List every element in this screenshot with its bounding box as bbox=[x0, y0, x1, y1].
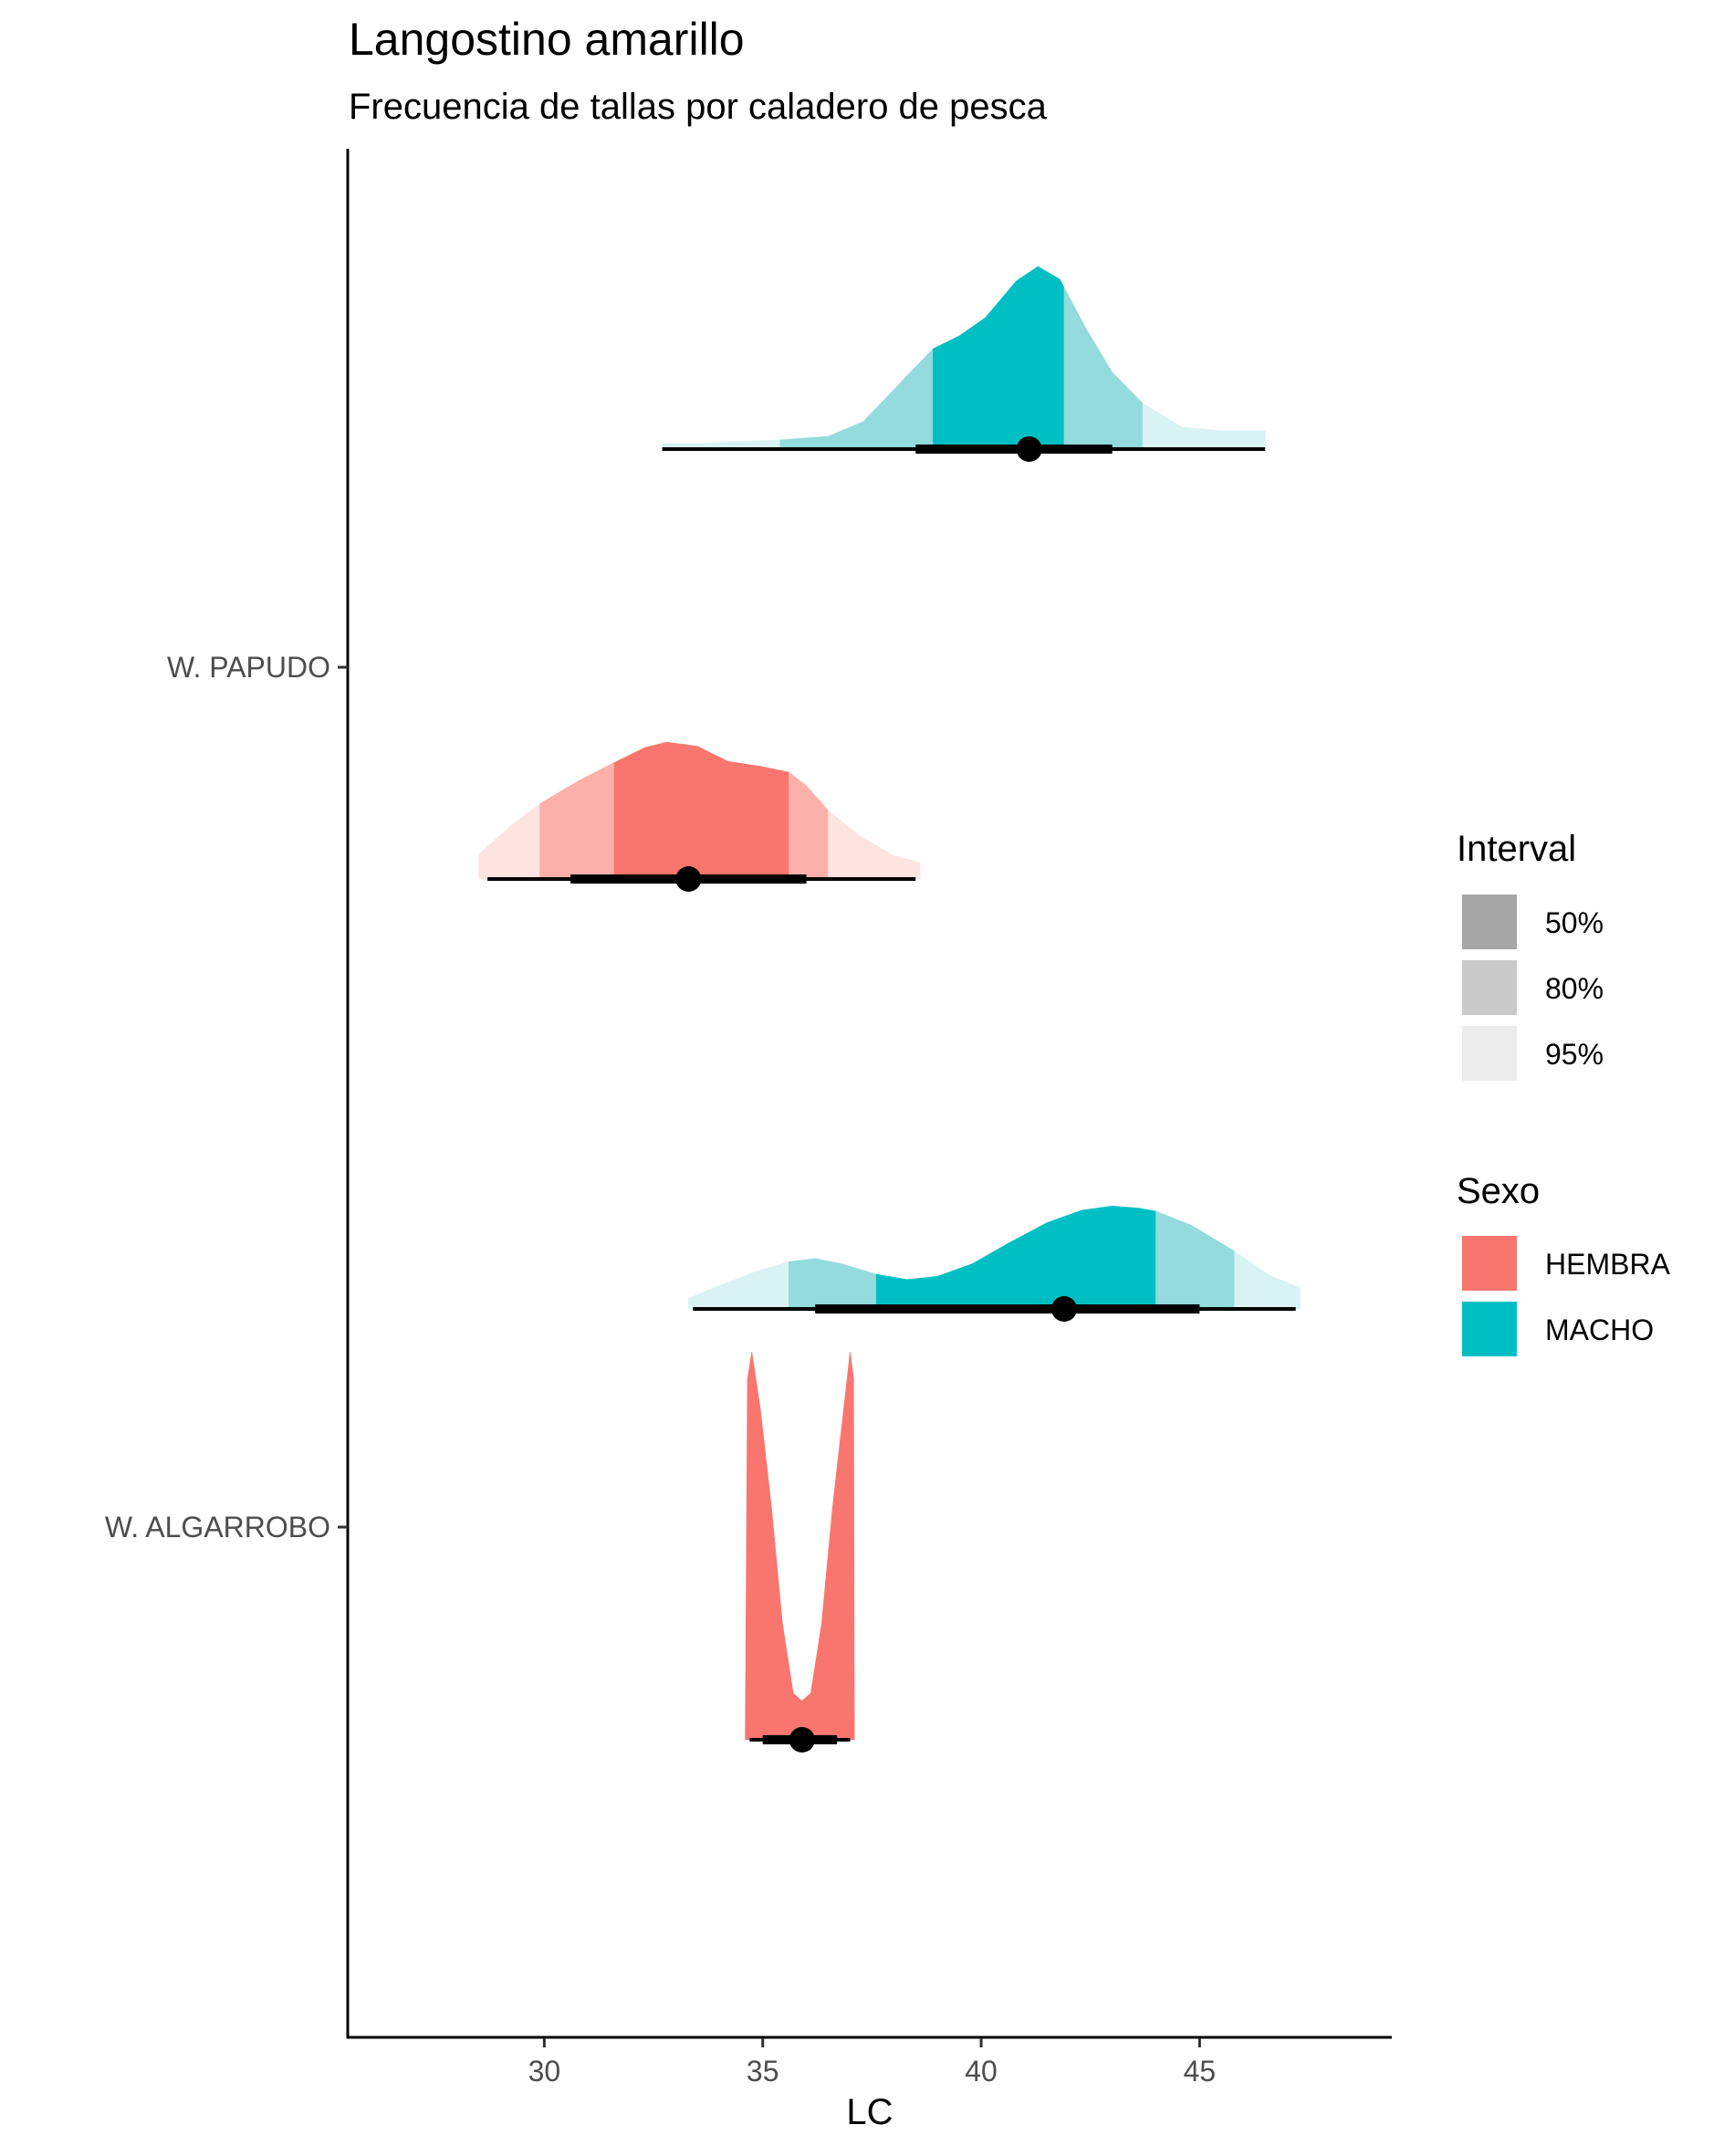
legend-interval-label: 80% bbox=[1545, 972, 1604, 1005]
chart-title: Langostino amarillo bbox=[349, 14, 745, 65]
legend-sex-key bbox=[1462, 1236, 1517, 1291]
median-point bbox=[1051, 1296, 1078, 1322]
series-w-algarrobohembra bbox=[745, 1351, 855, 1753]
x-tick-label: 45 bbox=[1184, 2055, 1217, 2088]
legend-interval-key bbox=[1462, 960, 1517, 1015]
y-axis-ticks: W. ALGARROBO W. PAPUDO bbox=[105, 651, 348, 1544]
legend-interval-label: 50% bbox=[1545, 906, 1604, 939]
legend-sex-title: Sexo bbox=[1457, 1171, 1540, 1211]
plot-series bbox=[478, 266, 1301, 1753]
density-band bbox=[828, 810, 921, 880]
median-point bbox=[1016, 436, 1042, 462]
x-tick-label: 35 bbox=[747, 2055, 779, 2088]
x-tick-label: 30 bbox=[528, 2055, 561, 2088]
series-w-papudomacho bbox=[662, 266, 1266, 462]
y-tick-label: W. ALGARROBO bbox=[105, 1511, 330, 1544]
x-axis-title: LC bbox=[846, 2092, 893, 2132]
series-w-algarrobomacho bbox=[688, 1205, 1301, 1322]
chart-subtitle: Frecuencia de tallas por caladero de pes… bbox=[349, 87, 1048, 127]
x-tick-label: 40 bbox=[965, 2055, 998, 2088]
legend-sex-label: HEMBRA bbox=[1545, 1248, 1671, 1281]
legend-interval-key bbox=[1462, 895, 1517, 949]
density-band bbox=[745, 1351, 855, 1741]
legend-sex-items: HEMBRA MACHO bbox=[1462, 1236, 1671, 1356]
median-point bbox=[789, 1727, 815, 1753]
density-band bbox=[1142, 403, 1266, 450]
legend-interval-title: Interval bbox=[1457, 829, 1576, 869]
y-tick-label: W. PAPUDO bbox=[167, 651, 330, 684]
legend: Interval 50% 80% 95% Sexo HEMBRA MACHO bbox=[1457, 829, 1671, 1356]
x-axis-ticks: 30 35 40 45 bbox=[528, 2038, 1217, 2088]
legend-interval-items: 50% 80% 95% bbox=[1462, 895, 1604, 1081]
legend-sex-label: MACHO bbox=[1545, 1313, 1654, 1346]
legend-sex-key bbox=[1462, 1302, 1517, 1356]
median-point bbox=[675, 866, 702, 892]
legend-interval-label: 95% bbox=[1545, 1038, 1604, 1071]
series-w-papudohembra bbox=[478, 741, 921, 892]
legend-interval-key bbox=[1462, 1026, 1517, 1081]
